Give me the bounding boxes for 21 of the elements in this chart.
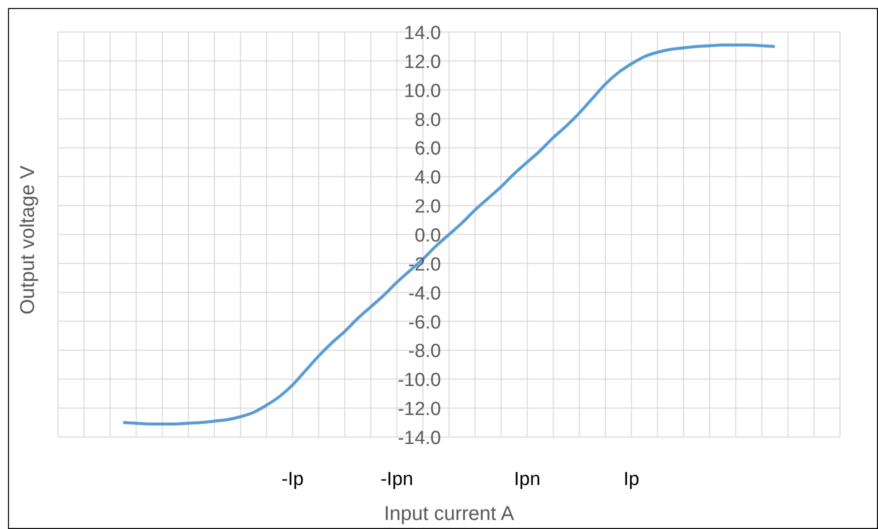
x-tick-label: Ip [624,469,640,490]
x-tick-label: Ipn [514,469,540,490]
line-series [122,44,776,426]
y-axis-title: Output voltage V [17,164,40,314]
y-tick-label: 10.0 [404,80,441,102]
y-tick-label: 14.0 [404,23,441,44]
y-tick-label: 0.0 [414,226,441,246]
x-axis-title: Input current A [384,503,515,525]
x-tick-label: -Ipn [380,469,414,490]
y-tick-label: -10.0 [398,370,441,392]
y-tick-label: 8.0 [414,110,441,131]
y-tick-label: -4.0 [408,283,441,304]
y-tick-label: -14.0 [398,428,441,449]
y-tick-label: 6.0 [414,138,441,160]
x-tick-label: -Ip [282,469,304,490]
y-tick-label: 4.0 [414,168,441,189]
y-tick-label: -8.0 [408,341,441,362]
y-tick-label: -6.0 [408,312,441,334]
y-tick-label: -12.0 [398,399,441,420]
y-tick-label: 2.0 [414,196,441,218]
y-tick-label: 12.0 [404,52,441,73]
